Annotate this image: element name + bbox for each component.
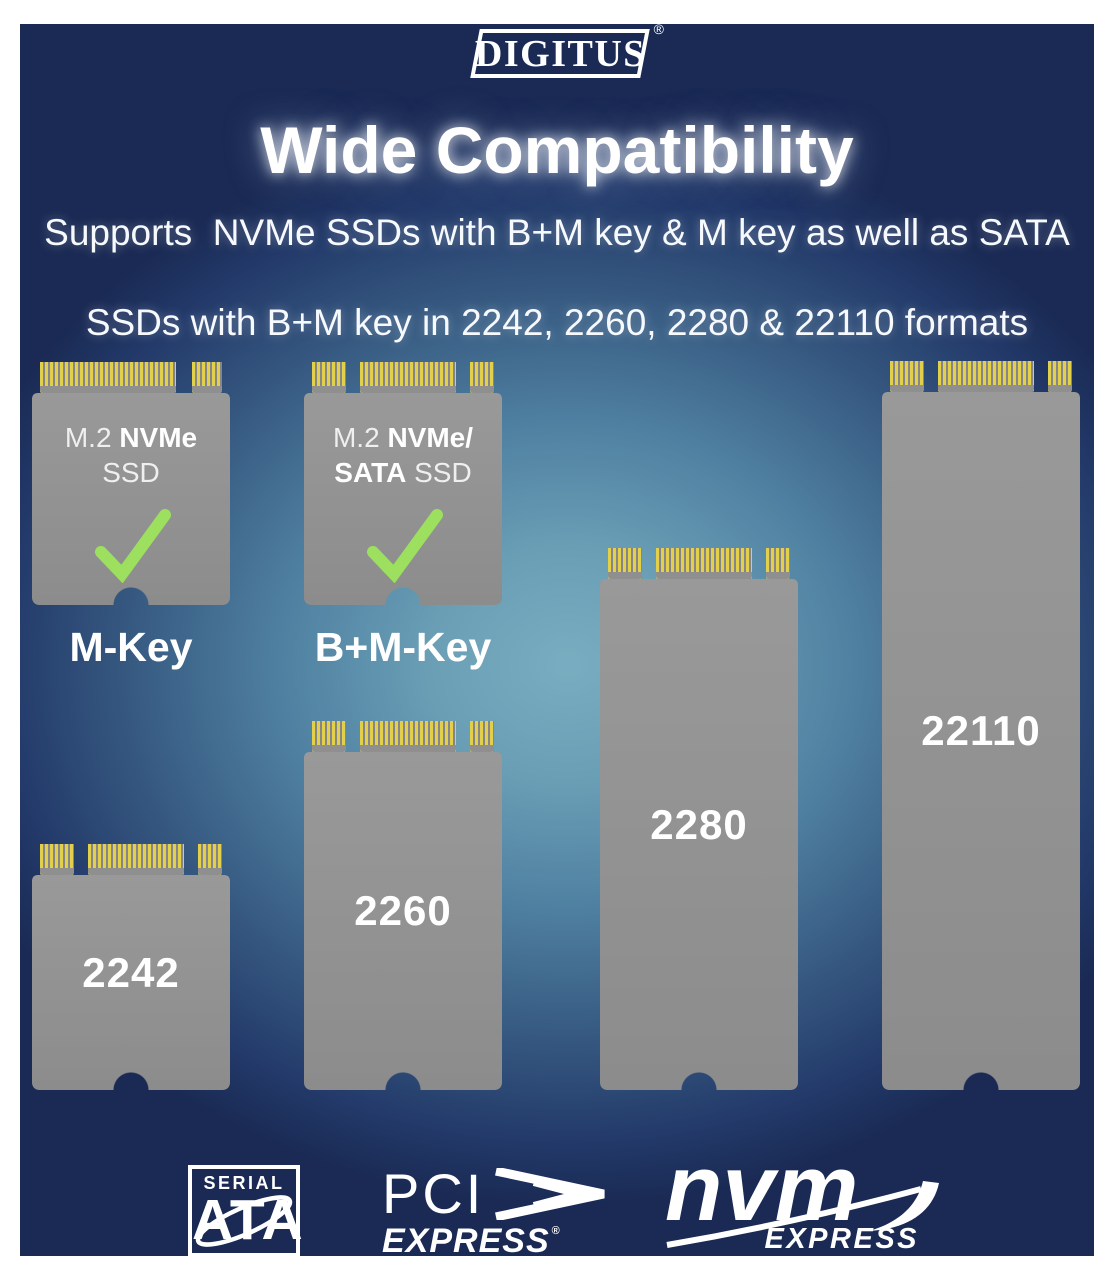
registered-mark-icon: ® xyxy=(551,1225,561,1237)
pin-group xyxy=(312,362,346,393)
pin-group xyxy=(656,548,752,579)
key-notch xyxy=(924,361,938,392)
key-notch xyxy=(456,362,470,393)
key-notch xyxy=(176,362,192,393)
connector-pins xyxy=(312,721,494,752)
sata-ata-text: ATA xyxy=(192,1188,304,1252)
connector-pins xyxy=(312,362,494,393)
pin-group xyxy=(890,361,924,392)
poster-panel: DIGITUS ® Wide Compatibility Supports NV… xyxy=(20,24,1094,1256)
card-body: M.2 NVMe/ SATA SSD xyxy=(304,393,502,605)
pin-group xyxy=(40,844,74,875)
connector-pins xyxy=(608,548,790,579)
pin-group xyxy=(1048,361,1072,392)
format-card-2242: 2242 xyxy=(32,844,230,1090)
key-notch xyxy=(346,362,360,393)
pci-text: PCI xyxy=(382,1162,485,1225)
key-notch xyxy=(456,721,470,752)
pin-group xyxy=(766,548,790,579)
key-notch xyxy=(1034,361,1048,392)
card-title-line-1: M.2 NVMe/ xyxy=(332,422,474,453)
card-body: 2260 xyxy=(304,752,502,1090)
subtitle-line-2: SSDs with B+M key in 2242, 2260, 2280 & … xyxy=(85,302,1029,343)
card-body: M.2 NVMe SSD xyxy=(32,393,230,605)
card-title-line-2: SSD xyxy=(102,457,160,488)
pin-group xyxy=(312,721,346,752)
format-card-22110: 22110 xyxy=(882,361,1080,1090)
key-notch xyxy=(74,844,88,875)
subtitle: Supports NVMe SSDs with B+M key & M key … xyxy=(20,210,1094,345)
key-label-b-m: B+M-Key xyxy=(314,624,492,670)
serial-ata-logo: SERIAL ATA xyxy=(188,1165,304,1256)
nvm-text: nvm xyxy=(665,1135,859,1240)
ssd-card-m-key: M.2 NVMe SSD xyxy=(32,362,230,605)
pin-group xyxy=(470,721,494,752)
card-body: 2280 xyxy=(600,579,798,1090)
check-icon xyxy=(94,509,171,583)
card-body: 22110 xyxy=(882,392,1080,1090)
key-notch xyxy=(752,548,766,579)
connector-pins xyxy=(40,362,222,393)
card-title-line-2: SATA SSD xyxy=(334,457,472,488)
format-card-2280: 2280 xyxy=(600,548,798,1090)
brand-logo: DIGITUS ® xyxy=(470,24,664,78)
pci-express-text: EXPRESS xyxy=(382,1222,550,1256)
pin-group xyxy=(938,361,1034,392)
connector-pins xyxy=(890,361,1072,392)
format-label: 2260 xyxy=(354,887,452,934)
pin-group xyxy=(360,721,456,752)
card-title-line-1: M.2 NVMe xyxy=(64,422,198,453)
pin-group xyxy=(192,362,222,393)
connector-pins xyxy=(40,844,222,875)
nvm-express-text: EXPRESS xyxy=(764,1223,919,1255)
format-label: 2242 xyxy=(82,948,180,996)
pin-group xyxy=(198,844,222,875)
nvm-express-logo: nvm EXPRESS xyxy=(665,1141,957,1256)
check-icon xyxy=(366,509,443,583)
key-label-m: M-Key xyxy=(69,624,193,670)
pin-group xyxy=(360,362,456,393)
format-label: 22110 xyxy=(921,707,1041,754)
pci-express-logo: PCI EXPRESS ® xyxy=(382,1162,610,1256)
pin-group xyxy=(470,362,494,393)
key-notch xyxy=(642,548,656,579)
nvm-swoosh-icon xyxy=(666,1181,939,1248)
subtitle-line-1: Supports NVMe SSDs with B+M key & M key … xyxy=(44,212,1070,253)
pin-group xyxy=(88,844,184,875)
page-title: Wide Compatibility xyxy=(260,113,854,187)
ssd-card-b-m-key: M.2 NVMe/ SATA SSD xyxy=(304,362,502,605)
card-body: 2242 xyxy=(32,875,230,1090)
sata-serial-text: SERIAL xyxy=(203,1173,285,1193)
key-notch xyxy=(346,721,360,752)
registered-mark-icon: ® xyxy=(653,24,664,37)
key-notch xyxy=(184,844,198,875)
pin-group xyxy=(40,362,176,393)
pin-group xyxy=(608,548,642,579)
pci-arrow-icon xyxy=(495,1168,605,1220)
format-label: 2280 xyxy=(650,800,748,848)
brand-name: DIGITUS xyxy=(474,32,646,75)
format-card-2260: 2260 xyxy=(304,721,502,1090)
